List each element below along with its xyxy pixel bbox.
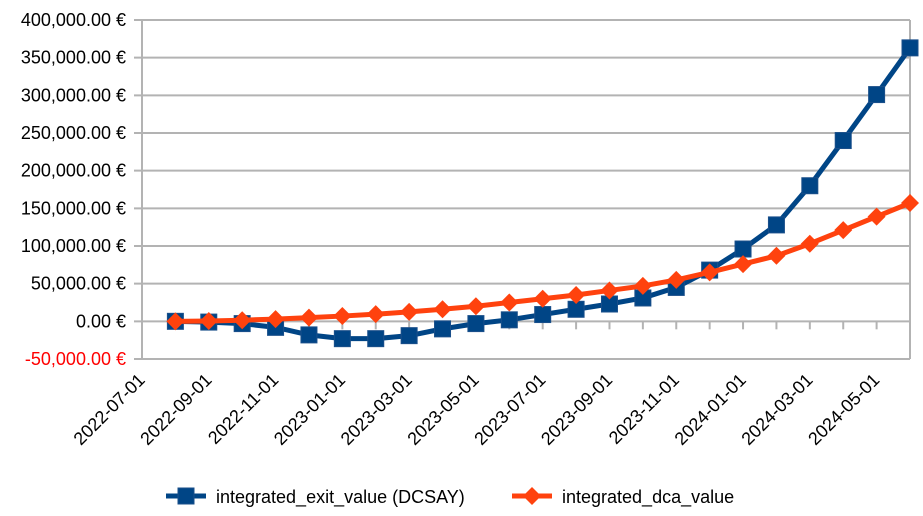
x-tick-label: 2023-05-01 xyxy=(403,370,482,449)
series-dca-value xyxy=(166,194,919,331)
diamond-marker xyxy=(400,302,419,321)
x-tick-label: 2024-03-01 xyxy=(737,370,816,449)
square-marker xyxy=(801,177,819,195)
legend-label: integrated_dca_value xyxy=(562,487,734,508)
legend: integrated_exit_value (DCSAY) integrated_… xyxy=(166,487,734,508)
y-tick-label: 300,000.00 € xyxy=(21,85,126,105)
y-tick-label: 50,000.00 € xyxy=(31,274,126,294)
legend-item-dca-value: integrated_dca_value xyxy=(512,487,734,508)
axes xyxy=(141,20,911,360)
square-marker xyxy=(400,327,418,345)
diamond-marker xyxy=(466,297,485,316)
y-tick-label: 150,000.00 € xyxy=(21,198,126,218)
x-tick-label: 2023-03-01 xyxy=(337,370,416,449)
square-marker xyxy=(834,132,852,150)
diamond-marker xyxy=(333,307,352,326)
diamond-marker xyxy=(767,246,786,265)
diamond-marker xyxy=(834,221,853,240)
square-marker xyxy=(333,330,351,348)
diamond-marker xyxy=(633,276,652,295)
gridlines xyxy=(134,19,910,360)
diamond-marker xyxy=(500,293,519,312)
diamond-marker xyxy=(667,270,686,289)
diamond-marker xyxy=(533,289,552,308)
square-marker xyxy=(367,330,385,348)
legend-label: integrated_exit_value (DCSAY) xyxy=(216,487,465,508)
diamond-marker xyxy=(867,207,886,226)
square-marker xyxy=(734,240,752,258)
diamond-marker xyxy=(567,285,586,304)
diamond-marker xyxy=(734,255,753,274)
x-tick-label: 2024-01-01 xyxy=(671,370,750,449)
square-marker xyxy=(467,315,485,333)
x-tick-label: 2023-01-01 xyxy=(270,370,349,449)
y-axis-tick-labels: -50,000.00 € 0.00 € 50,000.00 € 100,000.00 … xyxy=(21,10,126,369)
diamond-marker xyxy=(166,312,185,331)
square-marker xyxy=(177,487,195,505)
y-tick-label: 200,000.00 € xyxy=(21,161,126,181)
diamond-marker xyxy=(901,194,919,213)
diamond-marker xyxy=(700,263,719,282)
square-marker xyxy=(534,306,552,324)
diamond-marker xyxy=(233,311,252,330)
y-tick-label: 350,000.00 € xyxy=(21,48,126,68)
diamond-marker xyxy=(366,305,385,324)
square-marker xyxy=(500,311,518,329)
x-tick-label: 2022-09-01 xyxy=(136,370,215,449)
x-axis-tick-labels: 2022-07-012022-09-012022-11-012023-01-01… xyxy=(70,370,884,449)
diamond-marker xyxy=(433,300,452,319)
x-tick-label: 2024-05-01 xyxy=(804,370,883,449)
y-tick-label: -50,000.00 € xyxy=(25,349,126,369)
x-tick-label: 2023-07-01 xyxy=(470,370,549,449)
y-tick-label: 0.00 € xyxy=(76,311,126,331)
square-marker xyxy=(901,39,919,57)
x-tick-label: 2023-09-01 xyxy=(537,370,616,449)
diamond-marker xyxy=(266,310,285,329)
legend-item-exit-value: integrated_exit_value (DCSAY) xyxy=(166,487,465,508)
y-tick-label: 100,000.00 € xyxy=(21,236,126,256)
square-marker xyxy=(868,86,886,104)
square-marker xyxy=(300,326,318,344)
square-marker xyxy=(767,216,785,234)
x-tick-label: 2022-07-01 xyxy=(70,370,149,449)
diamond-marker xyxy=(800,234,819,253)
y-tick-label: 400,000.00 € xyxy=(21,10,126,30)
diamond-marker xyxy=(600,281,619,300)
diamond-marker xyxy=(523,487,541,505)
square-marker xyxy=(434,320,452,338)
diamond-marker xyxy=(199,311,218,330)
series-group xyxy=(166,39,919,348)
y-tick-label: 250,000.00 € xyxy=(21,123,126,143)
diamond-marker xyxy=(299,308,318,327)
